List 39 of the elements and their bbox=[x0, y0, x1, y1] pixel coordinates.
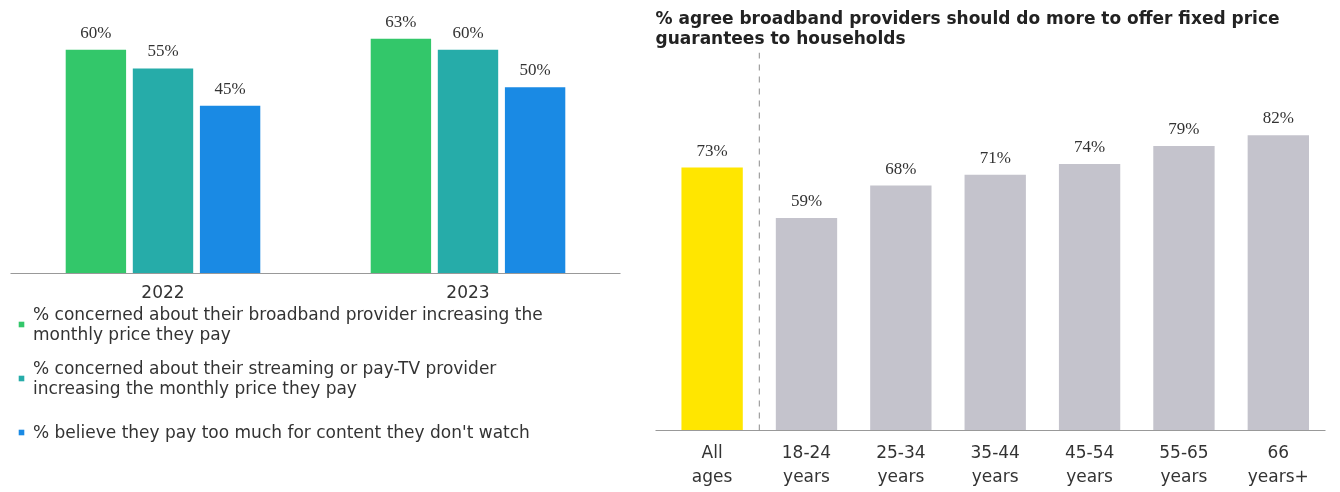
x-tick-label: 55-65 years bbox=[1159, 441, 1209, 486]
data-label: 68% bbox=[885, 158, 917, 178]
bar bbox=[964, 174, 1026, 431]
data-label: 60% bbox=[80, 22, 112, 42]
x-tick-label: 66 years+ bbox=[1247, 441, 1309, 486]
x-tick-label: 18-24 years bbox=[781, 441, 832, 486]
bar bbox=[370, 38, 432, 274]
data-label: 45% bbox=[214, 78, 246, 98]
x-tick-label: 2022 bbox=[141, 281, 185, 302]
legend-label: % concerned about their broadband provider increasing the monthly price they pay bbox=[33, 304, 543, 344]
bar bbox=[1058, 164, 1121, 431]
x-tick-label: All ages bbox=[691, 441, 733, 486]
bar bbox=[65, 49, 127, 274]
data-label: 71% bbox=[979, 147, 1011, 167]
data-label: 55% bbox=[147, 41, 179, 61]
bar bbox=[775, 218, 838, 431]
data-label: 63% bbox=[385, 11, 417, 31]
data-label: 74% bbox=[1074, 137, 1106, 156]
bar bbox=[1153, 145, 1215, 431]
bar bbox=[132, 68, 194, 274]
x-tick-label: 25-34 years bbox=[876, 441, 926, 486]
data-label: 82% bbox=[1262, 108, 1294, 128]
x-tick-label: 35-44 years bbox=[970, 441, 1020, 486]
legend-label: % believe they pay too much for content they don't watch bbox=[33, 421, 530, 444]
data-label: 79% bbox=[1168, 118, 1200, 138]
data-label: 73% bbox=[696, 140, 728, 160]
data-label: 60% bbox=[452, 22, 484, 42]
bar bbox=[681, 167, 743, 431]
bar bbox=[437, 49, 499, 274]
x-tick-label: 45-54 years bbox=[1064, 441, 1115, 486]
bar bbox=[199, 105, 261, 274]
bar bbox=[504, 87, 566, 274]
x-tick-label: 2023 bbox=[446, 281, 490, 302]
bar bbox=[870, 185, 932, 431]
chart-title: % agree broadband providers should do more to offer fixed price guarantees to households bbox=[655, 7, 1280, 48]
data-label: 59% bbox=[790, 191, 823, 211]
data-label: 50% bbox=[519, 60, 551, 80]
legend-label: % concerned about their streaming or pay-TV provider increasing the monthly price they pay bbox=[33, 358, 497, 398]
bar bbox=[1247, 135, 1309, 431]
